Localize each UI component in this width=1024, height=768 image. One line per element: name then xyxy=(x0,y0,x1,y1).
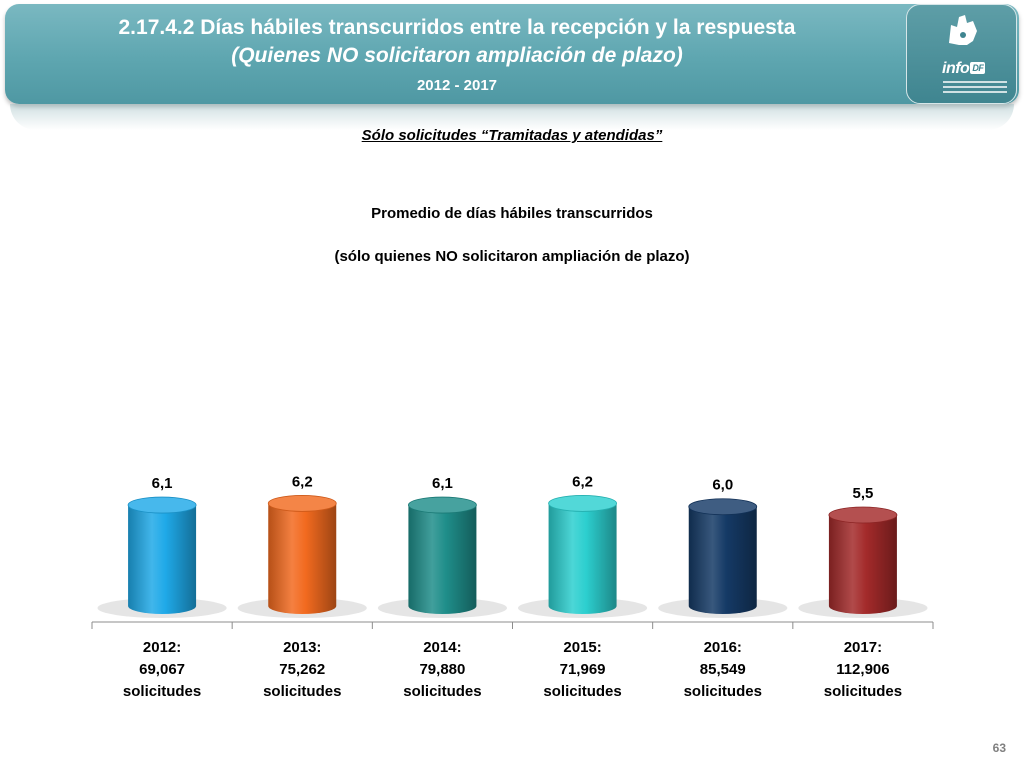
tick-label: solicitudes xyxy=(824,683,902,700)
logo-wordmark: info DF xyxy=(942,60,986,77)
tick-label: solicitudes xyxy=(263,683,341,700)
page-subtitle: (Quienes NO solicitaron ampliación de pl… xyxy=(231,44,683,67)
tick-label: 71,969 xyxy=(560,661,606,678)
data-label: 6,1 xyxy=(432,475,453,492)
bar-cap xyxy=(828,506,898,524)
bar-cap xyxy=(688,498,758,516)
tick-label: 85,549 xyxy=(700,661,746,678)
bar xyxy=(548,503,617,614)
data-label: 6,2 xyxy=(572,473,593,490)
section-subtitle: Sólo solicitudes “Tramitadas y atendidas… xyxy=(361,127,663,144)
bar-cap xyxy=(267,495,337,512)
data-label: 6,2 xyxy=(292,473,313,490)
bar xyxy=(128,505,197,614)
data-label: 6,1 xyxy=(152,475,173,492)
tick-label: solicitudes xyxy=(543,683,621,700)
year-range: 2012 - 2017 xyxy=(416,77,498,94)
chart-title: Promedio de días hábiles transcurridos xyxy=(371,205,653,222)
tick-label: 112,906 xyxy=(836,661,889,678)
page-number: 63 xyxy=(992,741,1006,755)
bar-cap xyxy=(127,496,197,514)
city-emblem-icon xyxy=(949,15,977,45)
header-banner xyxy=(5,4,1019,104)
infodf-logo: info DF xyxy=(906,4,1017,104)
tick-label: 75,262 xyxy=(279,661,325,678)
header-banner-shadow xyxy=(10,104,1014,130)
bar-cap xyxy=(548,495,617,512)
tick-label: 2017: xyxy=(844,639,882,656)
bar xyxy=(268,503,337,614)
bar xyxy=(688,506,757,614)
data-label: 6,0 xyxy=(712,477,733,494)
bar-cap xyxy=(408,496,477,514)
tick-label: 2013: xyxy=(283,639,321,656)
tick-label: solicitudes xyxy=(403,683,481,700)
bar xyxy=(408,505,477,614)
tick-label: 69,067 xyxy=(139,661,185,678)
tick-label: 2015: xyxy=(563,639,601,656)
tick-label: 79,880 xyxy=(419,661,465,678)
tick-label: 2012: xyxy=(143,639,181,656)
tick-label: 2014: xyxy=(423,639,461,656)
bar xyxy=(828,515,897,614)
page-title: 2.17.4.2 Días hábiles transcurridos entr… xyxy=(118,16,796,39)
tick-label: solicitudes xyxy=(684,683,762,700)
logo-fineprint xyxy=(943,81,1007,96)
tick-label: 2016: xyxy=(704,639,742,656)
chart-subtitle: (sólo quienes NO solicitaron ampliación … xyxy=(334,248,690,265)
data-label: 5,5 xyxy=(852,485,873,502)
tick-label: solicitudes xyxy=(123,683,201,700)
